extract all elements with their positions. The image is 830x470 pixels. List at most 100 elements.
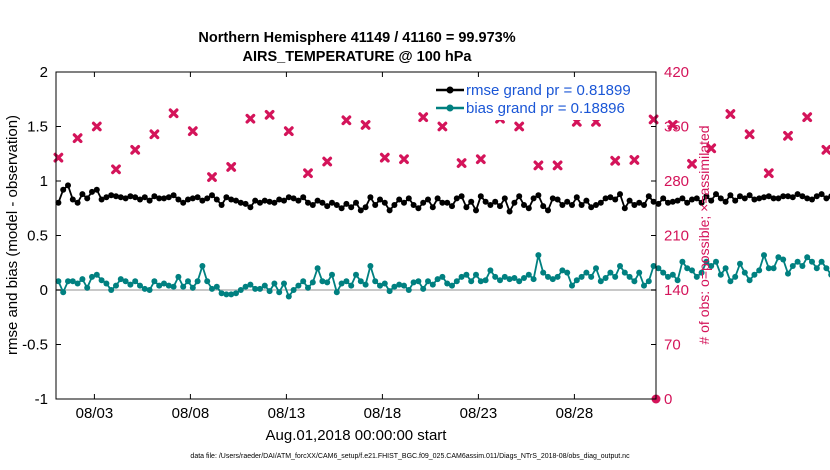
bias-point — [324, 279, 331, 286]
bias-point — [309, 279, 316, 286]
obs-count-mark — [322, 156, 333, 167]
obs-count-mark — [687, 158, 697, 169]
obs-count-mark — [303, 168, 313, 179]
rmse-point — [429, 204, 436, 211]
rmse-point — [583, 197, 590, 204]
obs-count-mark — [437, 121, 448, 132]
bias-point — [818, 258, 825, 265]
rmse-point — [607, 194, 614, 201]
rmse-point — [477, 193, 484, 200]
rmse-point — [703, 193, 710, 200]
chart-title: Northern Hemisphere 41149 / 41160 = 99.9… — [198, 30, 515, 46]
bias-point — [314, 265, 321, 272]
rmse-point — [756, 195, 763, 202]
bias-point — [511, 275, 518, 281]
bias-point — [530, 276, 537, 283]
bias-point — [713, 258, 719, 265]
obs-count-mark — [283, 126, 294, 137]
bias-point — [477, 278, 484, 285]
bias-point — [151, 278, 158, 285]
bias-point — [175, 273, 182, 280]
rmse-point — [741, 195, 748, 202]
rmse-point — [343, 200, 350, 207]
rmse-point — [204, 195, 211, 202]
rmse-point — [578, 202, 585, 208]
bias-point — [353, 271, 359, 278]
obs-count-mark — [456, 158, 467, 168]
rmse-point — [463, 204, 470, 211]
bias-point — [516, 278, 523, 285]
rmse-point — [425, 196, 431, 203]
rmse-point — [645, 193, 652, 200]
rmse-point — [626, 197, 633, 204]
rmse-point — [69, 196, 76, 203]
rmse-point — [641, 202, 647, 208]
bias-point — [780, 256, 787, 263]
bias-point — [564, 269, 571, 276]
rmse-point — [93, 186, 100, 193]
bias-point — [295, 282, 302, 289]
bias-point — [521, 275, 527, 281]
rmse-point — [381, 199, 388, 206]
bias-point — [391, 283, 398, 290]
bias-point — [573, 277, 580, 284]
bias-point — [578, 273, 585, 280]
bias-point — [117, 276, 124, 283]
rmse-point — [804, 195, 811, 202]
bias-point — [79, 276, 86, 283]
rmse-point — [794, 191, 801, 198]
rmse-point — [252, 197, 259, 204]
rmse-point — [180, 199, 187, 206]
bias-point — [333, 289, 340, 296]
rmse-point — [338, 205, 345, 212]
rmse-point — [362, 204, 369, 211]
bias-point — [473, 271, 479, 278]
bias-point — [554, 273, 561, 280]
rmse-point — [501, 195, 508, 202]
bias-point — [290, 287, 297, 293]
rmse-point — [708, 197, 715, 204]
bias-point — [660, 269, 667, 276]
rmse-point — [156, 195, 163, 202]
bias-point — [684, 265, 691, 272]
bias-point — [751, 271, 758, 278]
rmse-point — [324, 203, 331, 210]
rmse-point — [593, 202, 599, 208]
bias-point — [103, 280, 110, 287]
rmse-point — [65, 182, 71, 189]
bias-point — [213, 283, 220, 290]
rmse-point — [789, 194, 796, 201]
bias-point — [583, 269, 590, 276]
rmse-point — [98, 196, 105, 203]
bias-point — [252, 285, 259, 292]
bias-point — [204, 278, 211, 285]
obs-count-mark — [264, 109, 275, 120]
bias-point — [765, 265, 772, 272]
rmse-point — [573, 194, 580, 201]
bias-point — [607, 269, 614, 276]
rmse-point — [813, 193, 820, 200]
rmse-point — [60, 186, 67, 193]
obs-count-mark — [667, 120, 678, 130]
rmse-point — [151, 193, 158, 200]
obs-count-mark — [763, 168, 774, 179]
rmse-point — [405, 195, 412, 202]
rmse-point — [684, 199, 691, 206]
rmse-point — [348, 204, 355, 211]
bias-point — [367, 263, 374, 269]
rmse-point — [146, 197, 153, 204]
bias-point — [453, 278, 460, 285]
rmse-point — [602, 195, 609, 202]
rmse-point — [525, 205, 532, 212]
rmse-point — [669, 198, 676, 205]
rmse-point — [261, 197, 268, 204]
x-tick-label: 08/18 — [364, 405, 402, 422]
bias-point — [703, 258, 710, 265]
rmse-point — [818, 191, 825, 198]
obs-count-mark — [610, 155, 621, 166]
rmse-point — [770, 195, 777, 202]
bias-point — [108, 287, 115, 293]
bias-point — [89, 273, 95, 280]
bias-point — [588, 273, 595, 280]
